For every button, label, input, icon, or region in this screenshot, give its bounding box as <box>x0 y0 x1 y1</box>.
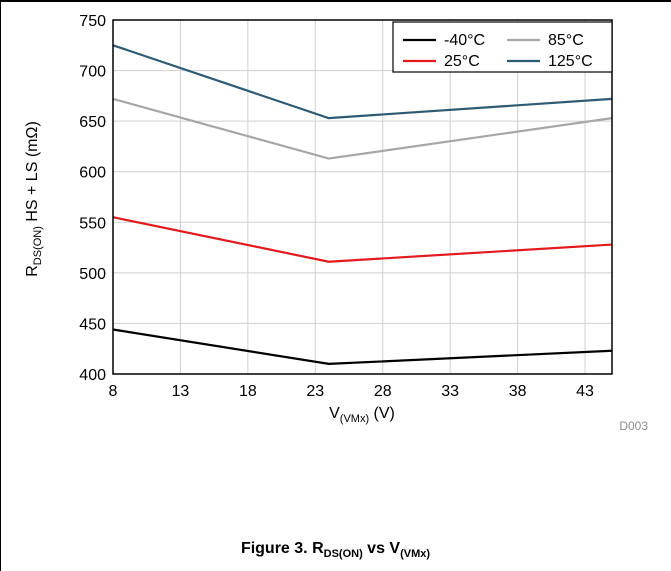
grid-lines <box>112 19 612 375</box>
y-tick-label: 650 <box>79 114 106 131</box>
x-tick-label: 33 <box>441 383 459 400</box>
y-tick-label: 750 <box>79 13 106 30</box>
x-tick-label: 13 <box>172 383 190 400</box>
series-line <box>112 328 613 365</box>
y-tick-label: 550 <box>79 215 106 232</box>
y-tick-label: 450 <box>79 316 106 333</box>
series-line <box>112 44 613 120</box>
y-tick-label: 700 <box>79 64 106 81</box>
y-tick-label: 400 <box>79 367 106 384</box>
y-tick-label: 600 <box>79 165 106 182</box>
x-tick-label: 28 <box>374 383 392 400</box>
y-tick-label: 500 <box>79 266 106 283</box>
x-tick-label: 23 <box>306 383 324 400</box>
frame-top-border <box>0 0 671 2</box>
series-line <box>112 216 613 263</box>
legend-box <box>392 21 613 73</box>
x-tick-label: 38 <box>509 383 527 400</box>
x-tick-label: 18 <box>239 383 257 400</box>
series-lines <box>112 44 613 365</box>
figure-caption: Figure 3. RDS(ON) vs V(VMx) <box>240 540 431 560</box>
plot-border <box>112 19 613 375</box>
series-line <box>112 97 613 160</box>
x-tick-label: 8 <box>109 383 118 400</box>
legend-label: 85°C <box>548 32 584 49</box>
y-tick-labels: 400 450 500 550 600 650 700 750 <box>79 13 106 384</box>
legend-label: 25°C <box>444 53 480 70</box>
legend-label: 125°C <box>548 53 593 70</box>
y-axis-title: RDS(ON) HS + LS (mΩ) <box>24 121 44 277</box>
legend: -40°C 85°C 25°C 125°C <box>392 21 613 73</box>
x-axis-title: V(VMx) (V) <box>329 405 395 425</box>
legend-label: -40°C <box>444 32 485 49</box>
frame-left-border <box>0 0 1 571</box>
figure-code-label: D003 <box>619 419 648 433</box>
x-tick-label: 43 <box>576 383 594 400</box>
rdson-chart: 8 13 18 23 28 33 38 43 400 450 500 550 600 650 700 750… <box>24 13 648 433</box>
x-tick-labels: 8 13 18 23 28 33 38 43 <box>109 383 594 400</box>
